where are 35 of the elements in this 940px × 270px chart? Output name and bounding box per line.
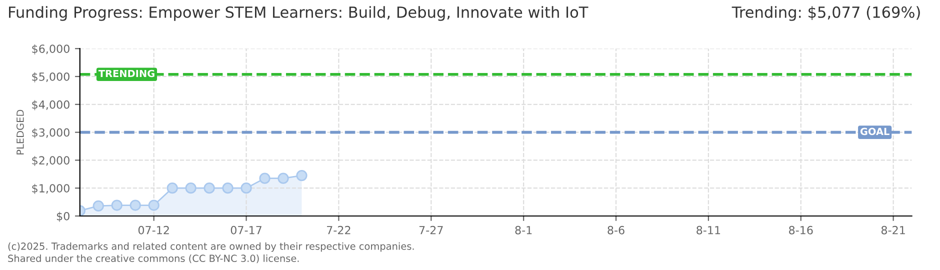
point — [278, 172, 289, 184]
point — [204, 182, 215, 194]
y-tick-label: $6,000 — [32, 44, 70, 54]
point — [148, 200, 160, 211]
point — [111, 200, 122, 211]
x-tick-label: 8-1 — [515, 226, 532, 234]
point — [240, 182, 252, 194]
chart-subtitle: Trending: $5,077 (169%) — [732, 6, 920, 21]
y-axis-title: PLEDGED — [16, 110, 24, 154]
x-tick-label: 7-27 — [419, 226, 443, 234]
y-tick-label: $1,000 — [32, 184, 70, 194]
x-tick-label: 07-17 — [230, 226, 262, 234]
y-tick-label: $2,000 — [32, 156, 70, 166]
point — [185, 182, 196, 194]
ref-line-label: GOAL — [860, 128, 890, 136]
point — [296, 170, 308, 182]
y-tick-label: $3,000 — [32, 128, 70, 138]
point — [92, 200, 104, 212]
point — [259, 172, 270, 184]
x-tick-label: 8-11 — [696, 226, 720, 234]
point — [130, 200, 141, 211]
x-tick-label: 8-21 — [881, 226, 905, 234]
y-tick-label: $0 — [56, 212, 70, 222]
point — [222, 182, 234, 194]
ref-line-label: TRENDING — [98, 70, 154, 78]
y-tick-label: $5,000 — [32, 72, 70, 82]
x-tick-label: 8-6 — [608, 226, 624, 234]
point — [166, 182, 178, 194]
x-tick-label: 8-16 — [789, 226, 813, 234]
x-tick-label: 07-12 — [138, 226, 169, 234]
x-tick-label: 7-22 — [327, 226, 350, 234]
y-tick-label: $4,000 — [32, 100, 70, 110]
text: Shared under the creative commons (CC BY-NC 3.0) license. — [8, 254, 299, 264]
chart-title: Funding Progress: Empower STEM Learners: Build, Debug, Innovate with IoT — [9, 6, 588, 21]
text: (c)2025. Trademarks and related content are owned by their respective companies. — [8, 242, 414, 252]
